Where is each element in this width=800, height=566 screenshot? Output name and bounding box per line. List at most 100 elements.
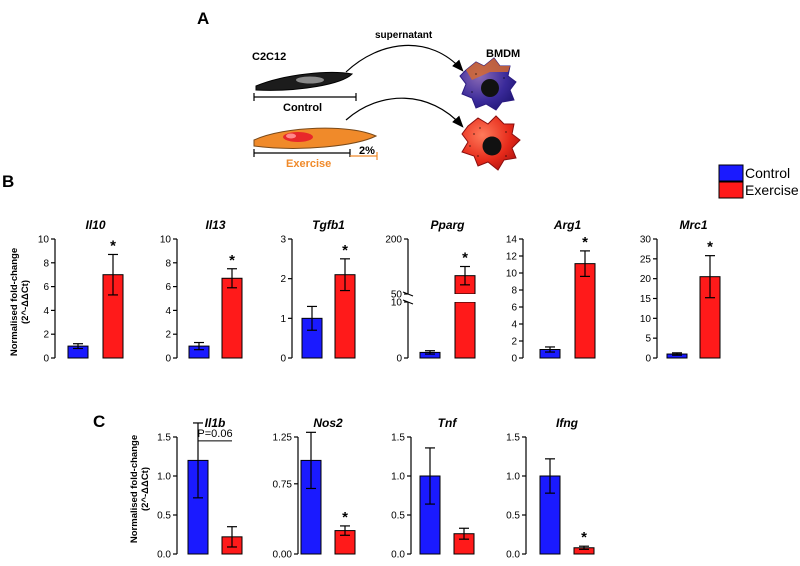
panel-label-b: B <box>2 172 14 191</box>
y-tick-label: 1 <box>280 314 286 325</box>
arrow-exercise <box>345 97 464 128</box>
supernatant-label: supernatant <box>375 30 433 41</box>
y-tick-label: 30 <box>640 235 652 246</box>
y-tick-label: 2 <box>280 274 286 285</box>
bar-exercise <box>221 277 243 359</box>
y-tick-label: 6 <box>43 282 49 293</box>
ylabel-c: Normalised fold-change (2^-ΔΔCt) <box>129 435 151 543</box>
y-tick-label: 1.0 <box>391 472 405 483</box>
y-tick-label: 1.25 <box>273 433 293 444</box>
control-nucleus <box>296 76 324 84</box>
axis-break <box>402 299 414 305</box>
chart-arg1: 0 2 4 6 8 10 12 14 Arg1* <box>506 218 596 365</box>
bmdm-control-nucleus <box>481 79 499 97</box>
y-tick-label: 10 <box>391 298 403 309</box>
y-tick-label: 0 <box>511 354 517 365</box>
y-tick-label: 0.0 <box>506 550 520 561</box>
chart-title: Il10 <box>85 218 105 232</box>
significance-star: * <box>707 239 713 256</box>
y-tick-label: 0.0 <box>391 550 405 561</box>
arrow-control <box>345 44 464 73</box>
chart-il10: 0 2 4 6 8 10 Il10 * <box>38 218 124 365</box>
y-tick-label: 1.0 <box>157 472 171 483</box>
y-tick-label: 4 <box>43 306 49 317</box>
y-tick-label: 3 <box>280 235 286 246</box>
chart-title: Il1b <box>205 416 226 430</box>
stretch-label: 2% <box>359 145 375 157</box>
significance-star: * <box>581 529 587 546</box>
significance-star: * <box>462 250 468 267</box>
chart-title: Tnf <box>438 416 458 430</box>
chart-nos2: 0.00 0.75 1.25 Nos2 * <box>273 416 356 561</box>
y-tick-label: 4 <box>511 320 517 331</box>
y-tick-label: 8 <box>43 258 49 269</box>
y-tick-label: 1.0 <box>506 472 520 483</box>
svg-text:Normalised fold-change: Normalised fold-change <box>129 435 140 543</box>
y-tick-label: 8 <box>165 258 171 269</box>
y-tick-label: 10 <box>160 235 172 246</box>
y-tick-label: 10 <box>38 235 50 246</box>
y-tick-label: 0.5 <box>506 511 520 522</box>
y-tick-label: 1.5 <box>157 433 171 444</box>
axis-break <box>402 291 414 297</box>
significance-star: * <box>342 509 348 526</box>
legend: Control Exercise <box>718 164 799 199</box>
chart-tgfb1: 0 1 2 3 Tgfb1 * <box>280 218 356 365</box>
y-tick-label: 2 <box>165 330 171 341</box>
y-tick-label: 0.00 <box>273 550 293 561</box>
exercise-label: Exercise <box>286 158 331 170</box>
exercise-myotube <box>253 127 378 149</box>
y-tick-label: 20 <box>640 274 652 285</box>
panel-label-c: C <box>93 412 105 431</box>
y-tick-label: 0.5 <box>157 511 171 522</box>
chart-tnf: 0.0 0.5 1.0 1.5 Tnf <box>391 416 475 561</box>
y-tick-label: 6 <box>165 282 171 293</box>
y-tick-label: 0 <box>43 354 49 365</box>
y-tick-label: 0 <box>165 354 171 365</box>
y-tick-label: 0.75 <box>273 479 293 490</box>
y-tick-label: 4 <box>165 306 171 317</box>
y-tick-label: 0 <box>280 354 286 365</box>
svg-text:(2^-ΔΔCt): (2^-ΔΔCt) <box>140 467 151 511</box>
y-tick-label: 5 <box>645 334 651 345</box>
bar-break-gap <box>454 294 476 302</box>
chart-title: Nos2 <box>313 416 343 430</box>
y-tick-label: 15 <box>640 294 652 305</box>
y-tick-label: 50 <box>391 290 403 301</box>
y-tick-label: 8 <box>511 286 517 297</box>
chart-title: Ifng <box>556 416 579 430</box>
legend-swatch-exercise <box>718 181 744 199</box>
svg-text:Normalised fold-change: Normalised fold-change <box>9 248 20 356</box>
y-tick-label: 25 <box>640 254 652 265</box>
legend-label-control: Control <box>745 165 790 181</box>
chart-il13: 0 2 4 6 8 10 Il13 * <box>160 218 243 365</box>
bmdm-exercise-nucleus <box>482 136 502 156</box>
y-tick-label: 200 <box>385 235 402 246</box>
significance-star: * <box>110 237 116 254</box>
significance-star: * <box>229 252 235 269</box>
y-tick-label: 2 <box>43 330 49 341</box>
y-tick-label: 10 <box>506 269 518 280</box>
y-tick-label: 0.5 <box>391 511 405 522</box>
significance-star: * <box>342 242 348 259</box>
chart-title: Arg1 <box>553 218 582 232</box>
bar-exercise <box>574 263 596 359</box>
ylabel-b: Normalised fold-change (2^-ΔΔCt) <box>9 248 31 356</box>
legend-swatch-control <box>718 164 744 182</box>
charts: 0246810Il10*0246810Il13*0123Tgfb1*010502… <box>38 218 721 561</box>
legend-label-exercise: Exercise <box>745 182 799 198</box>
chart-title: Il13 <box>205 218 225 232</box>
chart-title: Tgfb1 <box>312 218 345 232</box>
bmdm-label: BMDM <box>486 48 520 60</box>
schematic: C2C12 Control 2% Exercise supernatant BM… <box>252 30 521 171</box>
y-tick-label: 14 <box>506 235 518 246</box>
p-value-annotation: P=0.06 <box>197 428 232 440</box>
chart-mrc1: 0 5 10 15 20 25 30 Mrc1* <box>640 218 721 365</box>
significance-star: * <box>582 234 588 251</box>
y-tick-label: 0 <box>645 354 651 365</box>
y-tick-label: 1.5 <box>391 433 405 444</box>
bar-exercise-lower <box>454 301 476 359</box>
